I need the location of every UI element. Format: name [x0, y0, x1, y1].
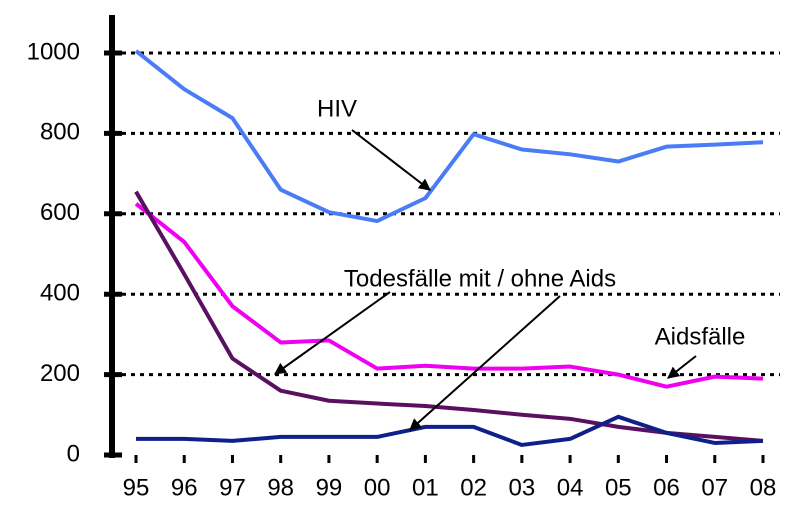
y-tick-label: 800 [40, 119, 80, 146]
x-tick-label: 08 [750, 474, 777, 501]
annotation: Todesfälle mit / ohne Aids [344, 265, 616, 292]
y-tick-label: 400 [40, 280, 80, 307]
arrow [274, 291, 391, 375]
x-tick-label: 05 [605, 474, 632, 501]
x-tick-label: 96 [171, 474, 198, 501]
x-tick-label: 97 [219, 474, 246, 501]
arrow [667, 355, 697, 379]
series-line [136, 414, 764, 447]
x-tick-label: 02 [460, 474, 487, 501]
annotation: HIV [317, 95, 357, 122]
series-line [134, 49, 764, 224]
y-tick-label: 200 [40, 360, 80, 387]
x-tick-label: 03 [508, 474, 535, 501]
x-tick-label: 98 [267, 474, 294, 501]
x-tick-label: 95 [123, 474, 150, 501]
y-tick-label: 600 [40, 199, 80, 226]
x-tick-label: 00 [364, 474, 391, 501]
x-tick-label: 07 [701, 474, 728, 501]
arrow [409, 295, 561, 431]
y-tick-label: 1000 [27, 38, 80, 65]
y-tick-label: 0 [67, 440, 80, 467]
x-tick-label: 99 [316, 474, 343, 501]
x-tick-label: 04 [557, 474, 584, 501]
x-tick-label: 06 [653, 474, 680, 501]
series-line [134, 202, 764, 389]
series-line [134, 190, 764, 443]
annotation: Aidsfälle [655, 323, 746, 350]
arrow [351, 129, 431, 191]
x-tick-label: 01 [412, 474, 439, 501]
